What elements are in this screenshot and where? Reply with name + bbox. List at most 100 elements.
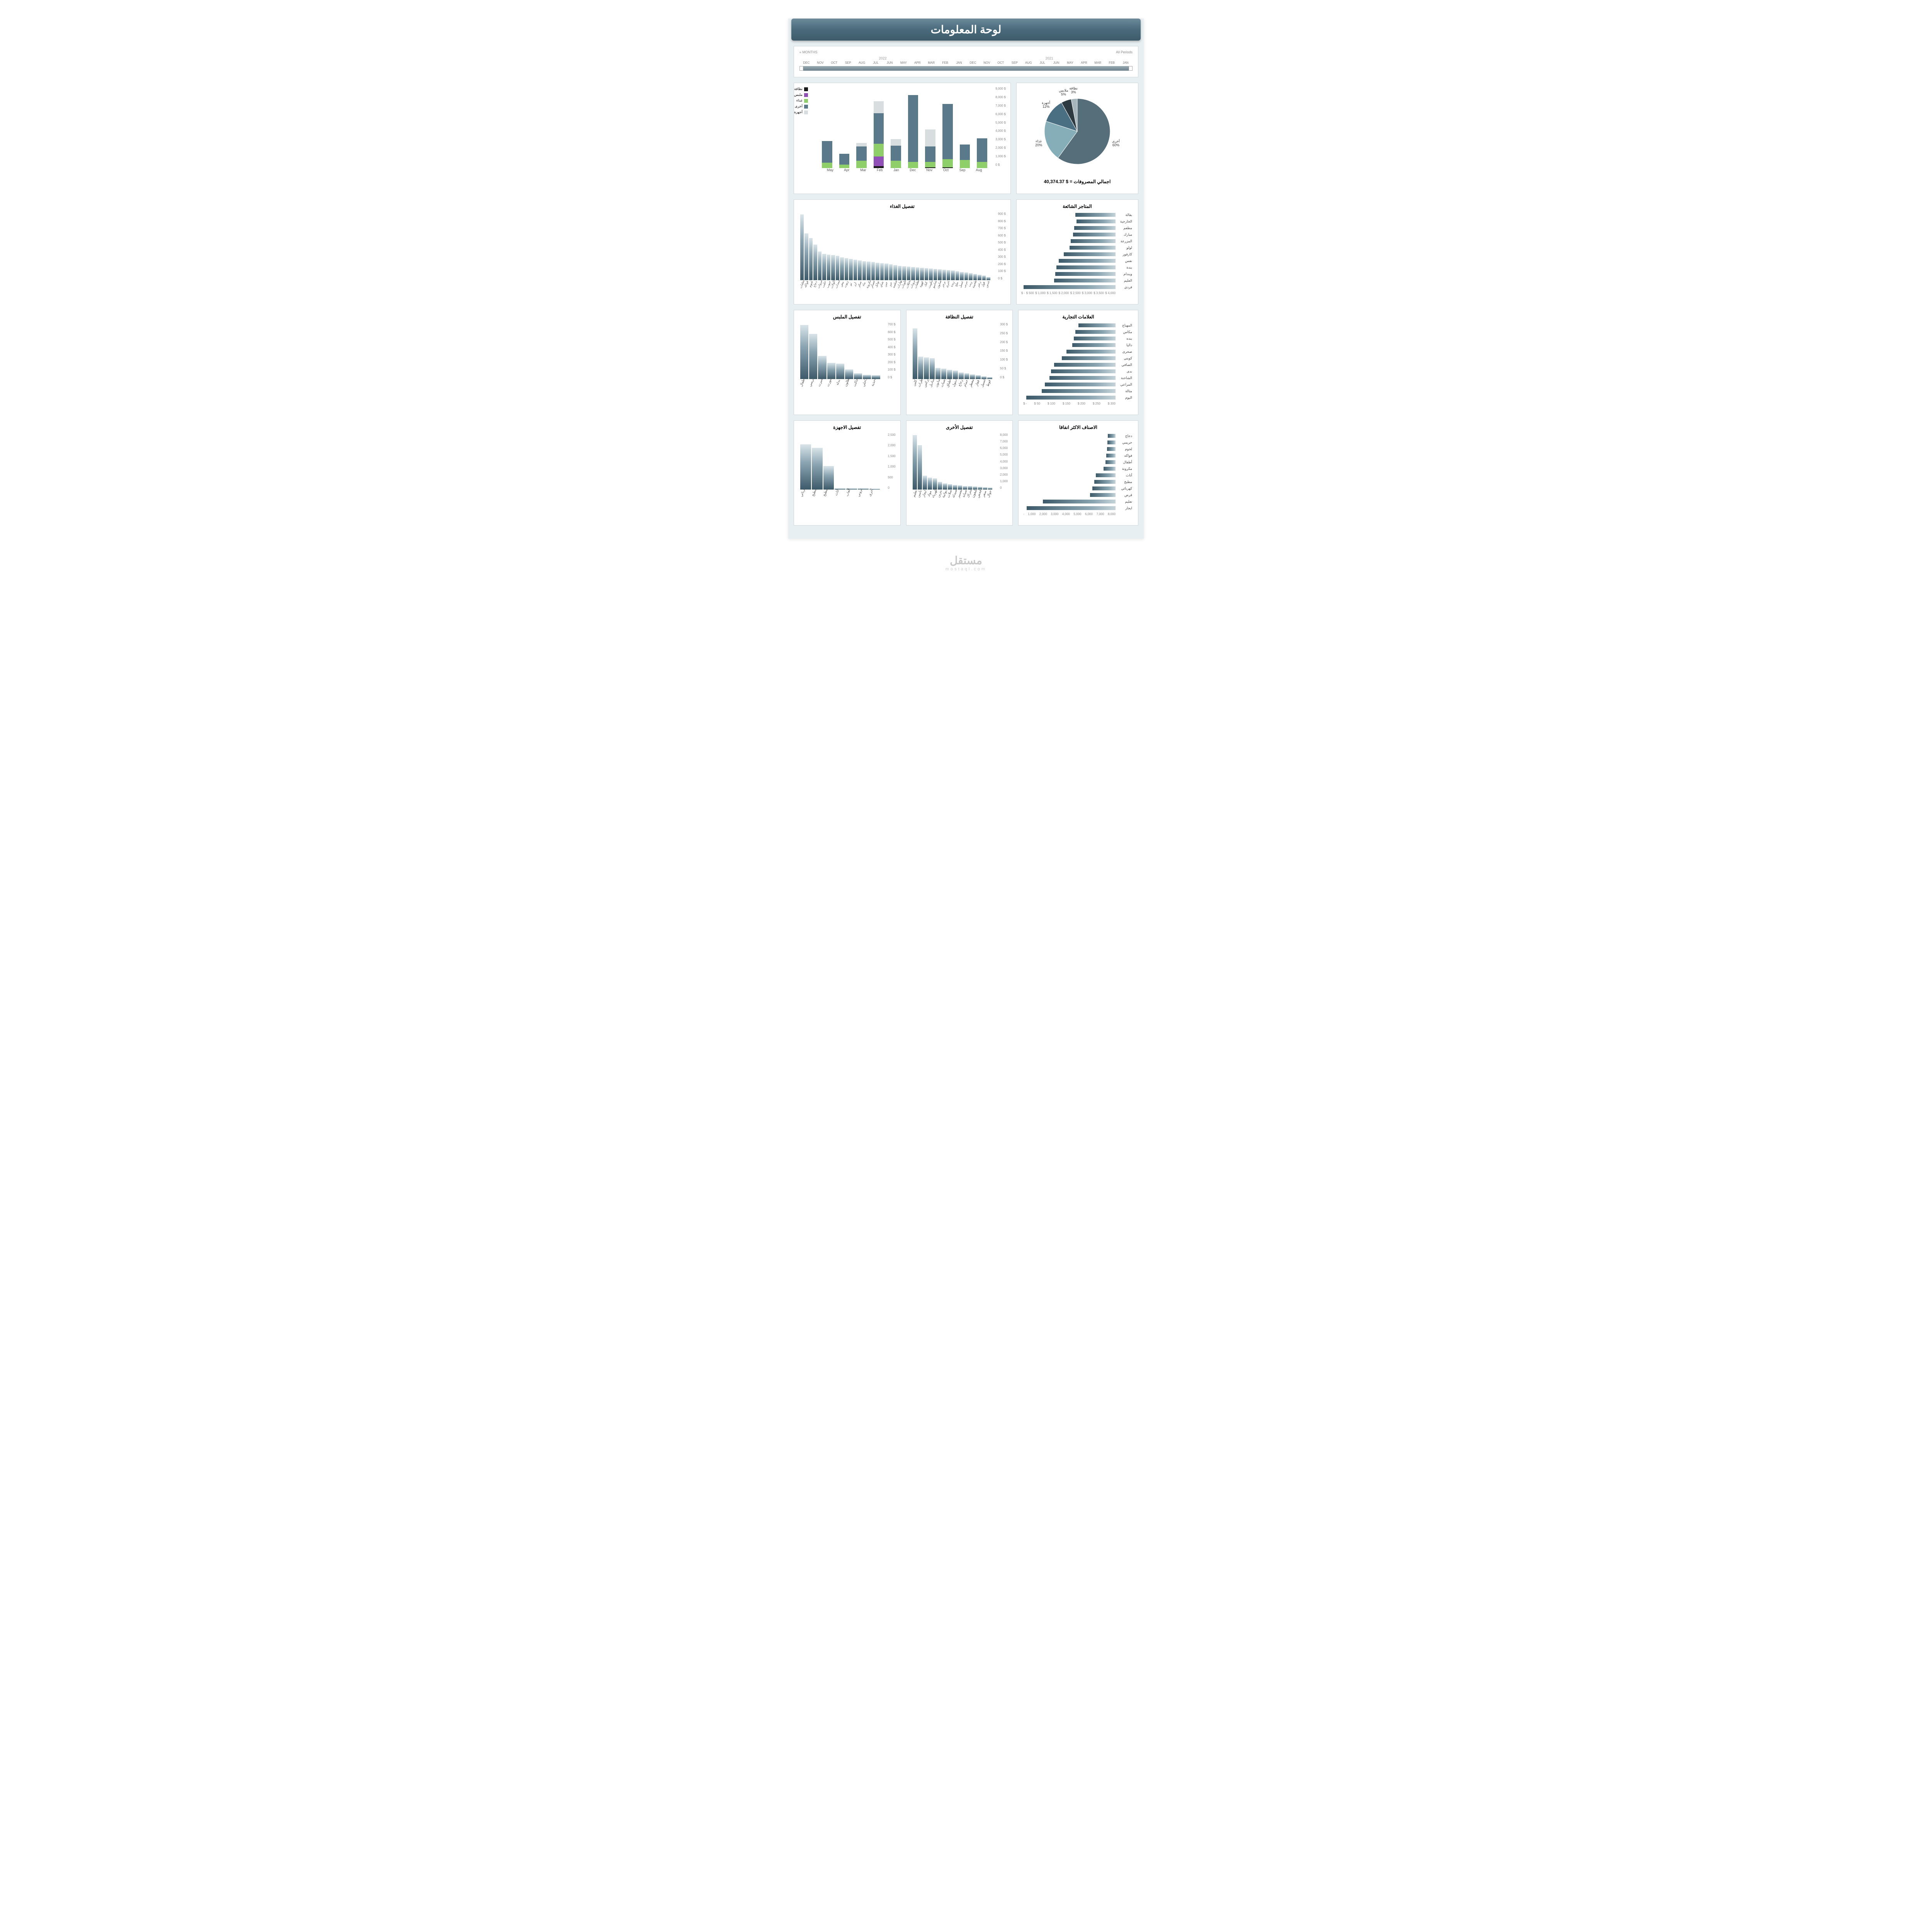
stacked-col <box>960 145 970 168</box>
hbar-label: تعليم <box>1116 500 1133 504</box>
stacked-col <box>977 138 987 168</box>
hbar-bar <box>1094 480 1116 484</box>
cleaning-detail-title: تفصيل النظافة <box>911 314 1008 320</box>
stacked-segment <box>839 154 850 165</box>
hbar-bar <box>1024 285 1116 289</box>
chart-bar <box>925 268 928 280</box>
other-detail-title: تفصيل الأخرى <box>911 425 1008 430</box>
chart-bar <box>849 259 852 280</box>
hbar-row: مطبخ <box>1023 479 1133 485</box>
hbar-row: تعليم <box>1023 499 1133 504</box>
hbar-row: كارفور <box>1021 252 1133 257</box>
hbar-label: داليا <box>1116 343 1133 347</box>
brands-chart: المهباجمكاسبندهدالياصحرىكويتيالصافيندىال… <box>1023 323 1133 405</box>
hbar-bar <box>1105 460 1116 464</box>
chart-bar-label: أخرى <box>867 488 881 500</box>
hbar-label: مبارك <box>1116 233 1133 237</box>
stacked-segment <box>891 161 901 168</box>
chart-bar <box>920 268 923 280</box>
hbar-bar <box>1027 506 1116 510</box>
chart-bar <box>918 357 923 379</box>
chart-bar <box>858 260 861 280</box>
chart-bar <box>938 269 941 280</box>
hbar-row: فردي <box>1021 284 1133 290</box>
hbar-row: صحرى <box>1023 349 1133 354</box>
hbar-label: المراعي <box>1116 383 1133 387</box>
cleaning-detail-chart: 300 $250 $200 $150 $100 $50 $0 $كلينمعطر… <box>911 323 1008 388</box>
chart-bar <box>964 272 968 280</box>
hbar-row: الشاحنة <box>1023 375 1133 381</box>
cleaning-detail-panel: تفصيل النظافة 300 $250 $200 $150 $100 $5… <box>906 310 1013 415</box>
stacked-x-label: Sep <box>954 168 971 176</box>
hbar-bar <box>1074 337 1116 340</box>
timeline-month: MAR <box>924 61 938 65</box>
hbar-row: قرض <box>1023 492 1133 498</box>
timeline-month: AUG <box>1022 61 1036 65</box>
hbar-row: المراعي <box>1023 382 1133 387</box>
stacked-segment <box>925 129 935 146</box>
chart-bar <box>800 444 811 490</box>
stacked-x-label: Oct <box>937 168 954 176</box>
timeline-month: APR <box>910 61 924 65</box>
timeline-months-label: « MONTHS <box>799 50 818 54</box>
devices-detail-panel: تفصيل الاجهزة 2,5002,0001,5001,0005000كه… <box>794 420 901 526</box>
timeline-year-2022: 2022 <box>799 56 966 60</box>
chart-bar <box>800 214 804 280</box>
chart-bar <box>947 370 952 379</box>
chart-bar <box>827 255 830 280</box>
timeline-months-row: DECNOVOCTSEPAUGJULJUNMAYAPRMARFEBJANDECN… <box>799 61 1133 65</box>
timeline-handle-left[interactable] <box>799 66 803 71</box>
stacked-chart-panel: نظافةملبسغذاءأخرىأجهزة 9,000 $8,000 $7,0… <box>794 83 1011 194</box>
stacked-chart: 9,000 $8,000 $7,000 $6,000 $5,000 $4,000… <box>799 87 1006 176</box>
total-expenses: اجمالي المصروفات = $ 40,374.37 <box>1021 179 1133 184</box>
hbar-row: مكاس <box>1023 329 1133 335</box>
hbar-row: مطعم <box>1021 225 1133 231</box>
stacked-segment <box>925 146 935 162</box>
dashboard-title: لوحة المعلومات <box>791 19 1141 41</box>
hbar-label: كويتي <box>1116 356 1133 361</box>
hbar-label: المزرعة <box>1116 239 1133 243</box>
chart-bar <box>818 356 826 379</box>
stacked-segment <box>874 156 884 167</box>
chart-bar <box>862 261 866 280</box>
pie-slice-label: غذاء <box>1036 139 1042 143</box>
timeline-slider[interactable] <box>799 66 1133 71</box>
hbar-label: الصافي <box>1116 363 1133 367</box>
hbar-bar <box>1073 233 1116 236</box>
chart-bar <box>916 267 919 280</box>
hbar-row: لحوم <box>1023 446 1133 452</box>
hbar-bar <box>1054 363 1116 367</box>
hbar-bar <box>1049 376 1116 380</box>
pie-slice-value: 20% <box>1035 143 1042 147</box>
stacked-segment <box>925 162 935 167</box>
hbar-row: مبارك <box>1021 232 1133 237</box>
timeline-month: NOV <box>813 61 827 65</box>
hbar-label: بنده <box>1116 337 1133 341</box>
chart-bar <box>884 264 888 280</box>
hbar-row: بندة <box>1021 265 1133 270</box>
stacked-segment <box>908 162 918 168</box>
hbar-label: الشاحنة <box>1116 376 1133 380</box>
chart-bar <box>845 258 848 280</box>
timeline-month: OCT <box>827 61 841 65</box>
hbar-bar <box>1077 219 1116 223</box>
hbar-row: بنده <box>1023 336 1133 341</box>
chart-bar <box>923 476 927 490</box>
chart-bar <box>822 254 826 280</box>
timeline-month: DEC <box>799 61 813 65</box>
stacked-col <box>908 95 918 168</box>
chart-bar <box>876 263 879 280</box>
chart-bar <box>960 272 963 281</box>
hbar-row: العليم <box>1021 278 1133 283</box>
devices-detail-title: تفصيل الاجهزة <box>799 425 896 430</box>
timeline-handle-right[interactable] <box>1129 66 1133 71</box>
hbar-row: مثالة <box>1023 388 1133 394</box>
chart-bar <box>933 478 937 490</box>
stacked-segment <box>960 160 970 168</box>
chart-bar <box>898 266 901 280</box>
hbar-bar <box>1104 467 1116 471</box>
hbar-row: اليوم <box>1023 395 1133 400</box>
chart-bar <box>871 262 875 280</box>
timeline-month: JUN <box>883 61 897 65</box>
chart-bar <box>840 257 844 280</box>
